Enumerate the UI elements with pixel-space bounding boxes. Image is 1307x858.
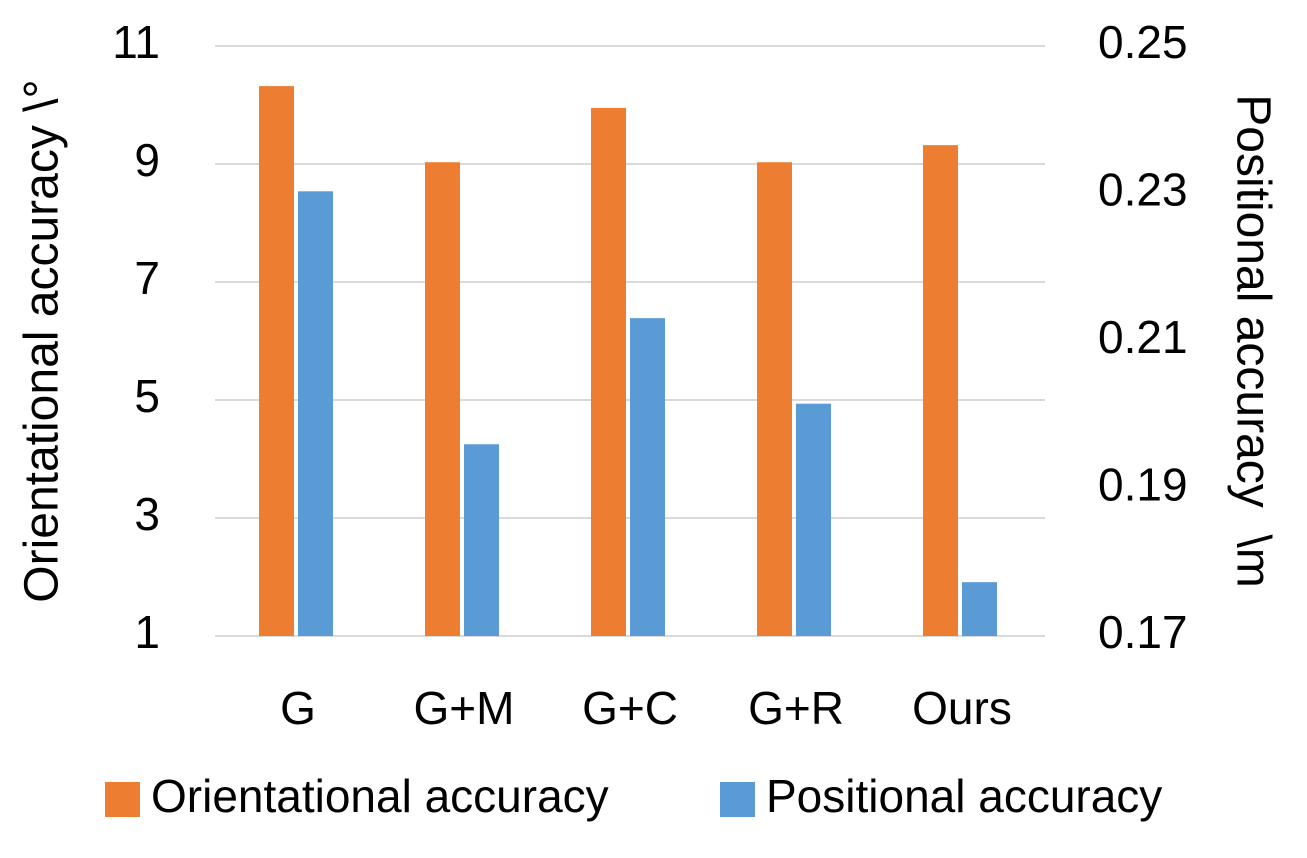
x-tick-label: G+C (582, 682, 678, 734)
bar (464, 444, 499, 636)
x-tick-label: G+M (414, 682, 515, 734)
y2-tick-label: 0.23 (1098, 164, 1188, 216)
bar (298, 191, 333, 636)
y2-axis-label: Positional accuracy \m (1226, 94, 1279, 588)
bar (923, 145, 958, 636)
bar (796, 403, 831, 636)
legend-label: Orientational accuracy (151, 770, 609, 822)
y-tick-label: 11 (112, 16, 160, 68)
y-tick-label: 1 (134, 606, 160, 658)
y-axis-label: Orientational accuracy \° (16, 79, 69, 602)
legend-swatch (105, 782, 140, 817)
y2-tick-label: 0.21 (1098, 311, 1188, 363)
bar (757, 162, 792, 637)
bar (962, 582, 997, 636)
bar (591, 107, 626, 636)
y2-tick-label: 0.19 (1098, 459, 1188, 511)
x-tick-label: G+R (748, 682, 844, 734)
y-tick-label: 7 (134, 252, 160, 304)
bar (259, 86, 294, 637)
legend-label: Positional accuracy (766, 770, 1162, 822)
y-tick-label: 9 (134, 134, 160, 186)
bar (630, 318, 665, 636)
x-tick-label: G (280, 682, 316, 734)
y2-tick-label: 0.25 (1098, 16, 1188, 68)
y-tick-label: 5 (134, 370, 160, 422)
y2-tick-label: 0.17 (1098, 606, 1188, 658)
x-tick-label: Ours (912, 682, 1012, 734)
legend-swatch (720, 782, 755, 817)
y-tick-label: 3 (134, 488, 160, 540)
bar (425, 162, 460, 637)
